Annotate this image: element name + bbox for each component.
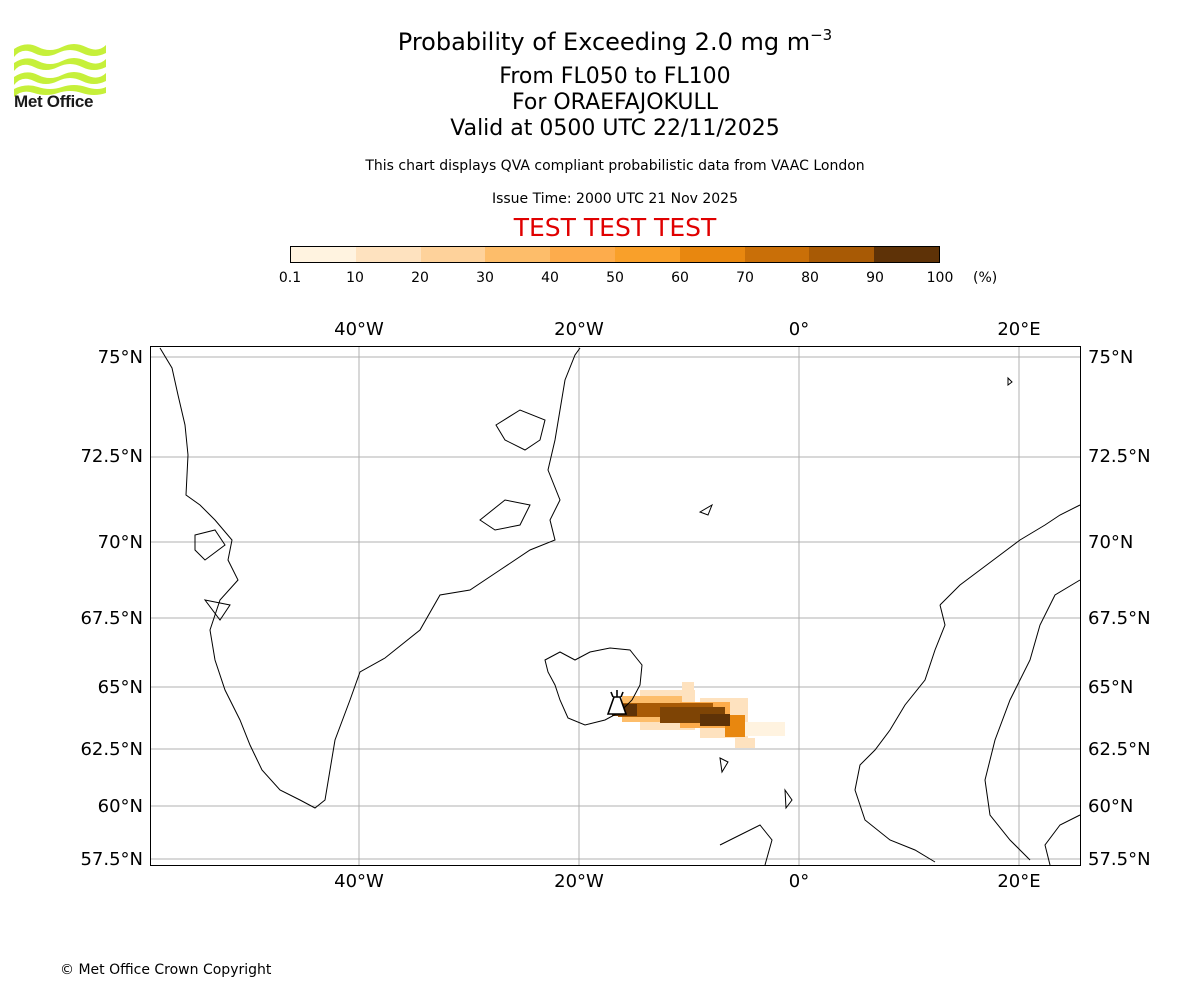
colorbar-tick-label: 20	[411, 270, 429, 286]
test-banner: TEST TEST TEST	[513, 213, 717, 242]
logo-text: Met Office	[14, 92, 94, 111]
colorbar-tick-label: 90	[866, 270, 884, 286]
lon-label-bottom: 20°W	[554, 871, 604, 892]
colorbar-tick-label: 0.1	[278, 270, 302, 286]
colorbar-segment	[744, 247, 810, 262]
lat-label-right: 62.5°N	[1088, 739, 1151, 760]
map-frame	[150, 346, 1081, 866]
colorbar	[290, 246, 940, 263]
flight-levels: From FL050 to FL100	[499, 64, 731, 89]
lat-label-right: 72.5°N	[1088, 446, 1151, 467]
volcano-icon	[606, 690, 628, 715]
chart-title: Probability of Exceeding 2.0 mg m−3	[397, 26, 833, 56]
colorbar-segment	[355, 247, 421, 262]
colorbar-tick-label: 10	[346, 270, 364, 286]
lon-label-bottom: 20°E	[997, 871, 1040, 892]
lat-label-left: 72.5°N	[80, 446, 143, 467]
lat-label-right: 60°N	[1088, 796, 1133, 817]
lon-label-bottom: 0°	[789, 871, 809, 892]
lon-label-top: 0°	[789, 319, 809, 340]
colorbar-tick-label: 40	[541, 270, 559, 286]
colorbar-unit: (%)	[973, 270, 998, 286]
colorbar-tick-label: 50	[606, 270, 624, 286]
colorbar-segment	[485, 247, 551, 262]
colorbar-segment	[809, 247, 875, 262]
colorbar-segment	[291, 247, 356, 262]
lat-label-left: 75°N	[98, 347, 143, 368]
lon-label-top: 20°E	[997, 319, 1040, 340]
colorbar-segment	[550, 247, 615, 262]
issue-time: Issue Time: 2000 UTC 21 Nov 2025	[491, 191, 739, 207]
lat-label-right: 57.5°N	[1088, 849, 1151, 870]
met-office-logo-icon	[14, 44, 106, 97]
coastlines	[159, 347, 1081, 866]
lat-label-right: 75°N	[1088, 347, 1133, 368]
ash-plume	[612, 682, 785, 748]
colorbar-segment	[420, 247, 486, 262]
lon-label-top: 20°W	[554, 319, 604, 340]
colorbar-tick-label: 30	[476, 270, 494, 286]
map-grid	[151, 347, 1080, 865]
lat-label-left: 70°N	[98, 532, 143, 553]
colorbar-segment	[874, 247, 939, 262]
volcano-name: For ORAEFAJOKULL	[512, 90, 718, 115]
colorbar-tick-label: 80	[801, 270, 819, 286]
lat-label-left: 60°N	[98, 796, 143, 817]
lat-label-right: 67.5°N	[1088, 608, 1151, 629]
lat-label-left: 65°N	[98, 677, 143, 698]
lat-label-right: 70°N	[1088, 532, 1133, 553]
lon-label-bottom: 40°W	[334, 871, 384, 892]
lon-label-top: 40°W	[334, 319, 384, 340]
colorbar-tick-label: 100	[926, 270, 954, 286]
colorbar-tick-label: 70	[736, 270, 754, 286]
copyright: © Met Office Crown Copyright	[60, 962, 272, 978]
valid-time: Valid at 0500 UTC 22/11/2025	[450, 116, 780, 141]
description: This chart displays QVA compliant probab…	[365, 158, 865, 174]
colorbar-segment	[679, 247, 745, 262]
lat-label-left: 57.5°N	[80, 849, 143, 870]
colorbar-tick-label: 60	[671, 270, 689, 286]
lat-label-right: 65°N	[1088, 677, 1133, 698]
lat-label-left: 62.5°N	[80, 739, 143, 760]
lat-label-left: 67.5°N	[80, 608, 143, 629]
colorbar-segment	[614, 247, 680, 262]
